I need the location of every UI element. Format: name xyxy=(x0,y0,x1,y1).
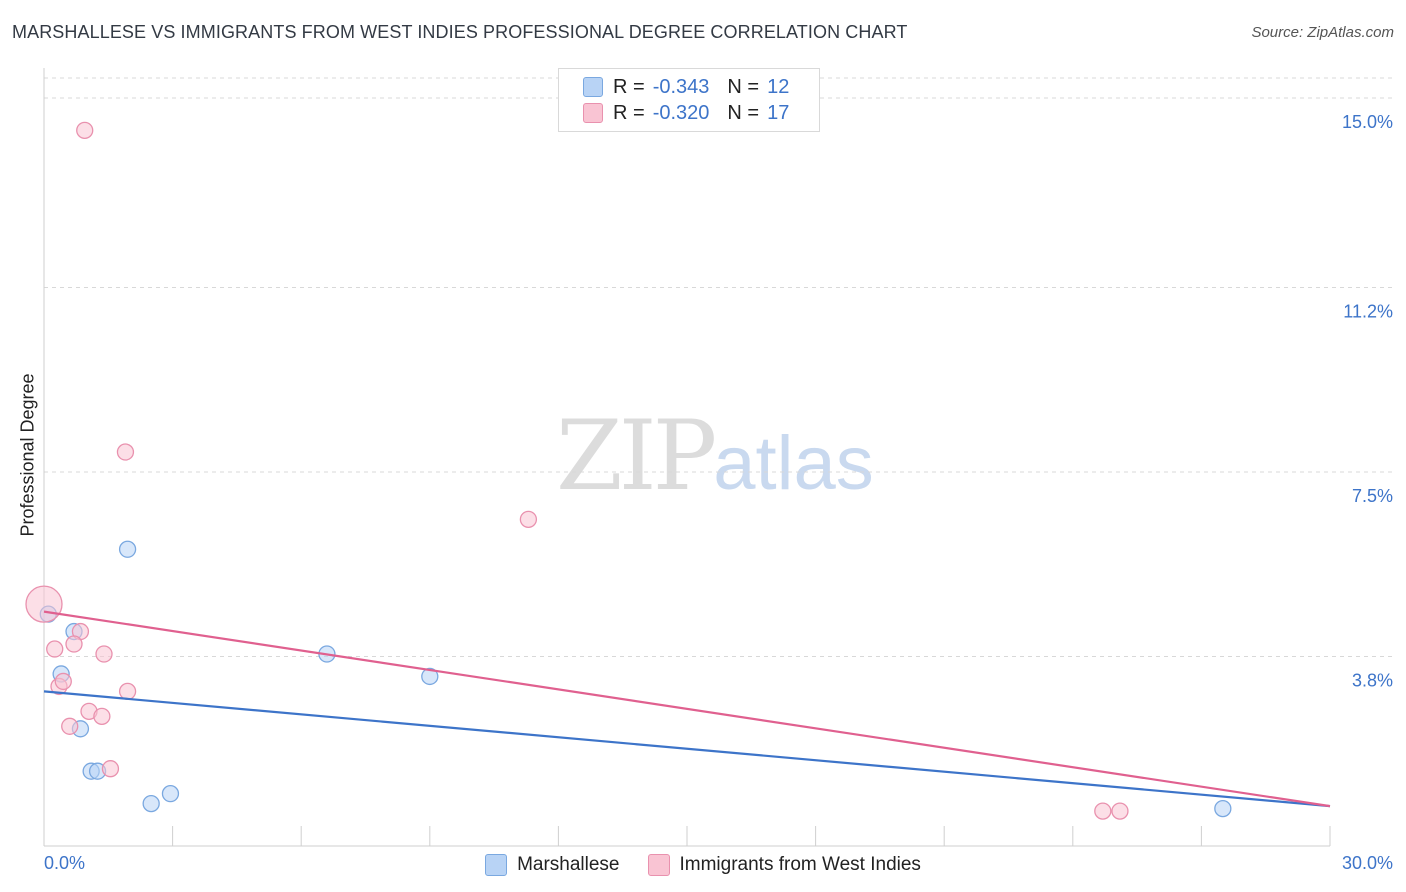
trend-line-west-indies xyxy=(43,610,1331,808)
point-west-indies xyxy=(25,585,63,623)
n-label: N = xyxy=(727,75,760,98)
x-tick-label: 0.0% xyxy=(44,853,85,873)
point-west-indies xyxy=(46,640,64,658)
point-west-indies xyxy=(116,443,135,461)
legend-swatch-blue xyxy=(583,77,603,97)
point-west-indies xyxy=(76,121,94,140)
n-value: 12 xyxy=(767,75,790,98)
point-west-indies xyxy=(93,707,111,725)
point-marshallese xyxy=(421,667,439,686)
series-legend: Marshallese Immigrants from West Indies xyxy=(0,852,1406,878)
watermark: ZIPatlas xyxy=(556,400,874,512)
chart-title: MARSHALLESE VS IMMIGRANTS FROM WEST INDI… xyxy=(12,22,908,42)
legend-swatch-blue xyxy=(485,854,508,876)
point-marshallese xyxy=(1214,799,1232,818)
r-label: R = xyxy=(613,101,645,124)
trend-line-marshallese xyxy=(43,690,1331,808)
point-west-indies xyxy=(61,717,79,735)
point-marshallese xyxy=(142,794,160,813)
legend-label: Immigrants from West Indies xyxy=(679,854,921,875)
y-tick-label: 7.5% xyxy=(1352,486,1393,506)
r-label: R = xyxy=(613,75,645,98)
legend-row-marshallese: R = -0.343 N = 12 xyxy=(583,74,789,100)
legend-swatch-pink xyxy=(583,103,603,123)
watermark-zip: ZIP xyxy=(556,400,717,512)
r-value: -0.320 xyxy=(652,101,710,124)
r-value: -0.343 xyxy=(652,75,710,98)
point-marshallese xyxy=(161,784,180,803)
n-value: 17 xyxy=(767,101,790,124)
point-west-indies xyxy=(54,672,72,691)
legend-swatch-pink xyxy=(647,854,670,876)
y-tick-label: 15.0% xyxy=(1342,112,1393,132)
watermark-atlas: atlas xyxy=(713,421,874,506)
x-tick-label: 30.0% xyxy=(1342,853,1393,873)
point-marshallese xyxy=(118,540,137,558)
legend-item-marshallese[interactable]: Marshallese xyxy=(485,854,620,876)
point-west-indies xyxy=(1094,802,1112,820)
legend-row-west-indies: R = -0.320 N = 17 xyxy=(583,100,789,126)
y-tick-label: 3.8% xyxy=(1352,670,1393,690)
point-west-indies xyxy=(118,682,137,701)
correlation-legend: R = -0.343 N = 12 R = -0.320 N = 17 xyxy=(558,68,820,132)
source-label: Source: ZipAtlas.com xyxy=(1251,24,1394,41)
legend-item-west-indies[interactable]: Immigrants from West Indies xyxy=(647,854,921,876)
point-west-indies xyxy=(101,760,120,778)
legend-label: Marshallese xyxy=(517,854,620,875)
point-west-indies xyxy=(1111,802,1129,820)
point-west-indies xyxy=(95,645,113,663)
y-tick-label: 11.2% xyxy=(1343,301,1393,321)
point-west-indies xyxy=(65,635,83,653)
point-west-indies xyxy=(519,510,538,529)
n-label: N = xyxy=(727,101,760,124)
